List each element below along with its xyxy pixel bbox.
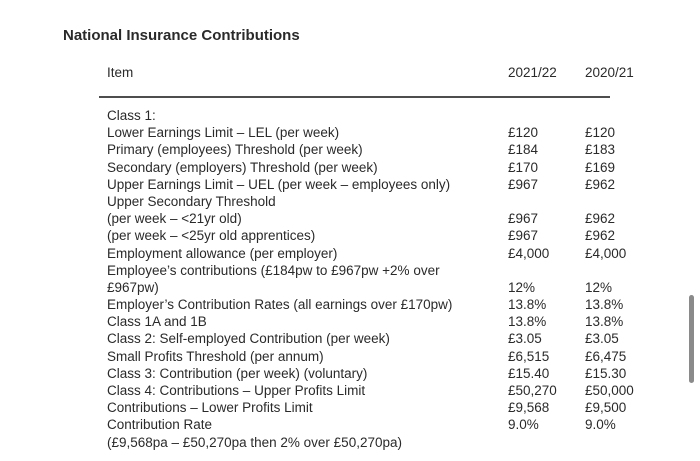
item-cell: Upper Secondary Threshold xyxy=(107,193,276,209)
table-row: Contribution Rate 9.0% 9.0% xyxy=(0,416,700,433)
table-row: Class 4: Contributions – Upper Profits L… xyxy=(0,382,700,399)
item-cell: Primary (employees) Threshold (per week) xyxy=(107,142,363,158)
value-cell-2021-22: £4,000 xyxy=(508,245,550,261)
item-cell: Upper Earnings Limit – UEL (per week – e… xyxy=(107,176,451,192)
value-cell-2021-22: £967 xyxy=(508,211,539,227)
value-cell-2021-22: £3.05 xyxy=(508,331,542,347)
item-cell: Class 1: xyxy=(107,108,156,123)
value-cell-2020-21: £50,000 xyxy=(585,383,634,398)
item-cell: Lower Earnings Limit – LEL (per week) xyxy=(107,125,340,141)
item-cell: Employee’s contributions (£184pw to £967… xyxy=(107,262,440,278)
table-row: Upper Secondary Threshold xyxy=(0,193,700,210)
value-cell-2020-21: 12% xyxy=(585,279,613,295)
value-cell-2020-21: £6,475 xyxy=(585,348,627,364)
value-cell-2021-22: £170 xyxy=(508,159,539,175)
item-cell: (per week – <25yr old apprentices) xyxy=(107,228,316,244)
item-cell: Employment allowance (per employer) xyxy=(107,245,338,261)
item-cell: Class 3: Contribution (per week) (volunt… xyxy=(107,365,368,381)
item-cell: Class 2: Self-employed Contribution (per… xyxy=(107,331,390,347)
column-header-item: Item xyxy=(107,65,134,80)
value-cell-2021-22: £50,270 xyxy=(508,383,557,398)
item-cell: Class 1A and 1B xyxy=(107,314,207,330)
table-row: (£9,568pa – £50,270pa then 2% over £50,2… xyxy=(0,434,700,451)
value-cell-2021-22 xyxy=(508,107,585,124)
value-cell-2020-21: 13.8% xyxy=(585,297,624,313)
value-cell-2021-22: 9.0% xyxy=(508,417,539,433)
value-cell-2020-21: 13.8% xyxy=(585,314,624,330)
item-cell: Employer’s Contribution Rates (all earni… xyxy=(107,297,453,313)
item-cell: Contributions – Lower Profits Limit xyxy=(107,400,313,416)
item-cell: Class 4: Contributions – Upper Profits L… xyxy=(107,383,366,398)
value-cell-2020-21: £183 xyxy=(585,142,616,158)
value-cell-2021-22: 13.8% xyxy=(508,297,547,313)
value-cell-2021-22: £120 xyxy=(508,125,539,141)
column-header-2021-22: 2021/22 xyxy=(508,65,557,80)
value-cell-2021-22: £9,568 xyxy=(508,400,550,416)
table-row: Class 3: Contribution (per week) (volunt… xyxy=(0,365,700,382)
table-row: Lower Earnings Limit – LEL (per week) £12… xyxy=(0,124,700,141)
item-cell: Contribution Rate xyxy=(107,417,213,433)
value-cell-2020-21: 9.0% xyxy=(585,417,616,433)
value-cell-2021-22: £967 xyxy=(508,228,539,244)
table-row: Employer’s Contribution Rates (all earni… xyxy=(0,296,700,313)
value-cell-2021-22: £184 xyxy=(508,142,539,158)
value-cell-2020-21 xyxy=(585,107,670,124)
value-cell-2020-21: £9,500 xyxy=(585,400,627,416)
vertical-scrollbar-thumb[interactable] xyxy=(689,295,694,383)
table-row: Class 1: xyxy=(0,107,700,124)
item-cell: Secondary (employers) Threshold (per wee… xyxy=(107,159,378,175)
value-cell-2021-22 xyxy=(508,193,585,210)
table-row: £967pw) 12% 12% xyxy=(0,279,700,296)
value-cell-2020-21: £15.30 xyxy=(585,365,627,381)
value-cell-2020-21: £120 xyxy=(585,125,616,141)
value-cell-2021-22 xyxy=(508,262,585,279)
value-cell-2020-21: £962 xyxy=(585,228,616,244)
table-row: Secondary (employers) Threshold (per wee… xyxy=(0,159,700,176)
table-row: Employment allowance (per employer) £4,00… xyxy=(0,245,700,262)
table-row: Contributions – Lower Profits Limit £9,56… xyxy=(0,399,700,416)
value-cell-2020-21: £962 xyxy=(585,176,616,192)
table-row: Small Profits Threshold (per annum) £6,51… xyxy=(0,348,700,365)
value-cell-2021-22: 12% xyxy=(508,279,536,295)
table-header-row: Item 2021/22 2020/21 xyxy=(0,64,700,81)
table-row: Upper Earnings Limit – UEL (per week – e… xyxy=(0,176,700,193)
value-cell-2020-21: £962 xyxy=(585,211,616,227)
item-cell: (£9,568pa – £50,270pa then 2% over £50,2… xyxy=(107,434,402,450)
table-row: Class 2: Self-employed Contribution (per… xyxy=(0,330,700,347)
value-cell-2021-22 xyxy=(508,434,585,451)
table-row: (per week – <25yr old apprentices) £967 £9… xyxy=(0,227,700,244)
page-title: National Insurance Contributions xyxy=(63,27,300,44)
header-divider xyxy=(99,96,610,98)
item-cell: (per week – <21yr old) xyxy=(107,211,242,227)
value-cell-2020-21: £3.05 xyxy=(585,331,619,347)
table-row: Class 1A and 1B 13.8% 13.8% xyxy=(0,313,700,330)
table-row: Primary (employees) Threshold (per week)… xyxy=(0,141,700,158)
column-header-2020-21: 2020/21 xyxy=(585,65,634,80)
item-cell: £967pw) xyxy=(107,279,159,295)
value-cell-2020-21 xyxy=(585,434,670,451)
value-cell-2021-22: 13.8% xyxy=(508,314,547,330)
value-cell-2020-21 xyxy=(585,262,670,279)
value-cell-2021-22: £15.40 xyxy=(508,365,550,381)
value-cell-2021-22: £6,515 xyxy=(508,348,550,364)
value-cell-2020-21: £169 xyxy=(585,159,616,175)
table-row: Employee’s contributions (£184pw to £967… xyxy=(0,262,700,279)
table-row: (per week – <21yr old) £967 £962 xyxy=(0,210,700,227)
value-cell-2020-21: £4,000 xyxy=(585,245,627,261)
item-cell: Small Profits Threshold (per annum) xyxy=(107,348,324,364)
value-cell-2020-21 xyxy=(585,193,670,210)
value-cell-2021-22: £967 xyxy=(508,176,539,192)
table-body: Class 1: Lower Earnings Limit – LEL (per … xyxy=(0,107,700,451)
